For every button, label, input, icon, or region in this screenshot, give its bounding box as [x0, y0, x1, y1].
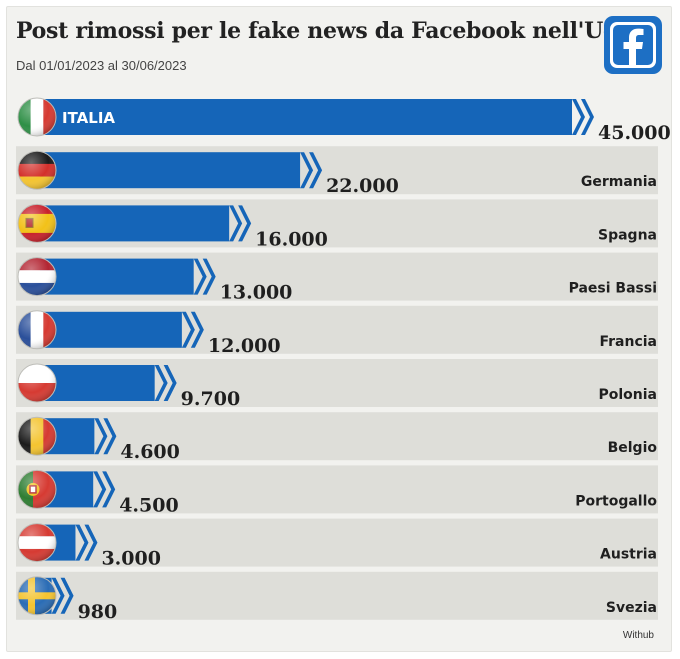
bar-row-polonia: 9.700 Polonia: [16, 359, 658, 410]
poland-flag-icon: [17, 363, 57, 403]
facebook-logo-icon: [604, 16, 662, 74]
bar-row-portogallo: 4.500 Portogallo: [16, 465, 658, 516]
bar-row-spagna: 16.000 Spagna: [16, 199, 658, 250]
germany-flag-icon: [17, 150, 57, 190]
chart-subtitle: Dal 01/01/2023 al 30/06/2023: [16, 58, 187, 73]
value-label-svezia: 980: [78, 601, 118, 623]
row-band-austria: [16, 518, 658, 567]
bar-row-austria: 3.000 Austria: [16, 518, 658, 570]
value-label-paesi-bassi: 13.000: [220, 282, 293, 304]
bar-chevron-austria: [75, 524, 98, 561]
category-label-belgio: Belgio: [608, 440, 658, 456]
value-label-spagna: 16.000: [255, 228, 328, 250]
category-label-paesi-bassi: Paesi Bassi: [569, 281, 657, 297]
bar-chevron-spagna: [229, 205, 252, 242]
bar-spagna: [40, 205, 230, 242]
bar-row-italia: 45.000 ITALIA: [17, 97, 671, 144]
bar-row-francia: 12.000 Francia: [16, 305, 658, 357]
bar-row-germania: 22.000 Germania: [16, 146, 658, 197]
chart-title: Post rimossi per le fake news da Faceboo…: [16, 18, 617, 44]
bar-chevron-germania: [300, 152, 323, 189]
bar-inline-label-italia: ITALIA: [62, 109, 115, 127]
bar-row-paesi-bassi: 13.000 Paesi Bassi: [16, 252, 658, 304]
category-label-svezia: Svezia: [606, 600, 657, 616]
bar-paesi-bassi: [40, 258, 194, 295]
category-label-portogallo: Portogallo: [575, 493, 657, 509]
netherlands-flag-icon: [17, 257, 57, 297]
value-label-francia: 12.000: [208, 335, 281, 357]
austria-flag-icon: [17, 523, 57, 563]
category-label-austria: Austria: [600, 547, 657, 563]
value-label-belgio: 4.600: [120, 441, 180, 463]
france-flag-icon: [17, 310, 57, 350]
bar-germania: [40, 152, 301, 189]
source-credit: Withub: [622, 630, 654, 641]
bar-row-svezia: 980 Svezia: [16, 571, 658, 623]
bar-chevron-francia: [181, 311, 204, 348]
row-band-portogallo: [16, 465, 658, 514]
bar-chevron-svezia: [51, 577, 74, 614]
bar-italia: [40, 99, 572, 135]
value-label-austria: 3.000: [101, 548, 161, 570]
sweden-flag-icon: [17, 576, 57, 616]
value-label-italia: 45.000: [598, 122, 671, 144]
value-label-germania: 22.000: [326, 175, 399, 197]
row-band-belgio: [16, 412, 658, 461]
bar-chevron-portogallo: [93, 471, 116, 508]
bar-polonia: [40, 365, 155, 401]
bar-row-belgio: 4.600 Belgio: [16, 412, 658, 463]
portugal-flag-icon: [17, 469, 57, 509]
value-label-portogallo: 4.500: [119, 494, 179, 516]
category-label-polonia: Polonia: [598, 387, 657, 403]
chart-rows: 45.000 ITALIA 22.000 Germania 16.000 Spagna 13…: [16, 97, 671, 623]
bar-chevron-italia: [572, 99, 594, 135]
bar-francia: [40, 311, 182, 348]
row-band-svezia: [16, 571, 658, 620]
category-label-francia: Francia: [599, 334, 657, 350]
category-label-spagna: Spagna: [598, 227, 657, 243]
italy-flag-icon: [17, 97, 57, 137]
category-label-germania: Germania: [581, 174, 657, 190]
spain-flag-icon: [17, 203, 57, 243]
bar-chevron-belgio: [94, 418, 117, 455]
bar-chevron-paesi-bassi: [193, 258, 216, 295]
value-label-polonia: 9.700: [181, 388, 241, 410]
bar-chevron-polonia: [154, 365, 177, 401]
belgium-flag-icon: [17, 416, 57, 456]
